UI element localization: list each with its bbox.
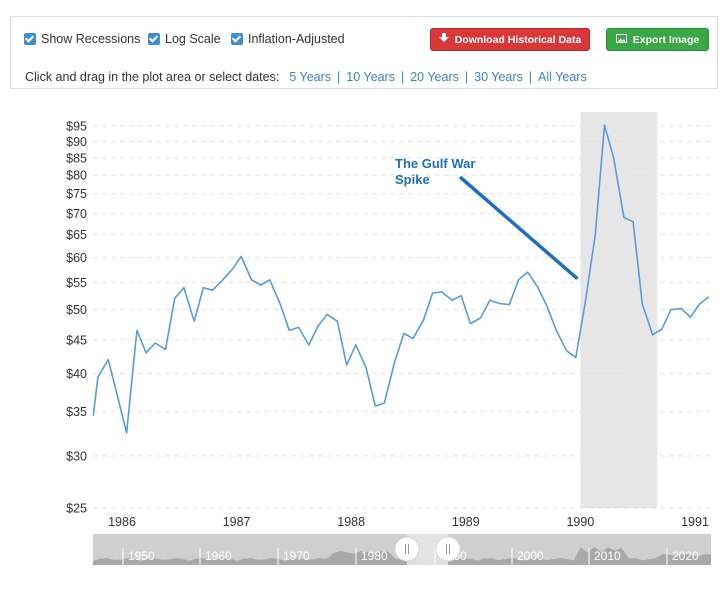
x-tick-label: 1986 — [108, 515, 136, 529]
download-historical-data-button[interactable]: Download Historical Data — [430, 28, 590, 51]
navigator-label: 1960 — [205, 549, 232, 563]
price-series-line — [92, 124, 710, 434]
navigator-left-handle[interactable] — [394, 536, 420, 562]
y-tick-label: $25 — [66, 502, 87, 516]
navigator-right-handle[interactable] — [435, 536, 461, 562]
navigator-label: 1980 — [361, 549, 388, 563]
range-navigator[interactable]: 19501960197019801990200020102020 — [93, 534, 711, 565]
y-tick-label: $80 — [66, 169, 87, 183]
navigator-label: 2010 — [594, 549, 621, 563]
navigator-label: 1950 — [128, 549, 155, 563]
navigator-area — [93, 547, 711, 565]
x-tick-label: 1989 — [452, 515, 480, 529]
y-tick-label: $70 — [66, 207, 87, 221]
export-image-button[interactable]: Export Image — [606, 28, 709, 51]
navigator-label: 2000 — [517, 549, 544, 563]
price-line-layer — [92, 124, 710, 434]
zoom-30-years-link[interactable]: 30 Years — [474, 70, 523, 84]
x-tick-label: 1987 — [223, 515, 251, 529]
export-button-label: Export Image — [632, 33, 700, 46]
annotation-text: Spike — [395, 172, 430, 187]
checkbox-checked-icon — [231, 33, 243, 45]
zoom-selector: Click and drag in the plot area or selec… — [25, 70, 587, 84]
show-recessions-label: Show Recessions — [41, 32, 141, 46]
inflation-adjusted-checkbox[interactable]: Inflation-Adjusted — [231, 32, 345, 46]
download-button-label: Download Historical Data — [454, 33, 582, 46]
zoom-20-years-link[interactable]: 20 Years — [410, 70, 459, 84]
zoom-5-years-link[interactable]: 5 Years — [289, 70, 332, 84]
navigator-label: 2020 — [672, 549, 699, 563]
y-tick-label: $35 — [66, 405, 87, 419]
y-tick-label: $45 — [66, 333, 87, 347]
annotation-text: The Gulf War — [395, 156, 475, 171]
zoom-prompt: Click and drag in the plot area or selec… — [25, 70, 280, 84]
annotation-arrow-line — [458, 175, 579, 281]
y-tick-label: $30 — [66, 449, 87, 463]
checkbox-checked-icon — [24, 33, 36, 45]
navigator-label: 1970 — [283, 549, 310, 563]
x-tick-label: 1988 — [337, 515, 365, 529]
show-recessions-checkbox[interactable]: Show Recessions — [24, 32, 140, 46]
log-scale-label: Log Scale — [165, 32, 221, 46]
y-axis-labels: $25 $30 $35 $40 $45 $50 $55 $60 $65 $70 $75 $80 $85 $… — [66, 120, 87, 516]
y-tick-label: $90 — [66, 135, 87, 149]
gridlines — [93, 125, 710, 509]
y-tick-label: $40 — [66, 367, 87, 381]
download-icon — [438, 33, 449, 46]
y-tick-label: $55 — [66, 276, 87, 290]
chart-toolbar: Show Recessions Log Scale Inflation-Adju… — [10, 16, 718, 89]
y-tick-label: $95 — [66, 120, 87, 134]
y-tick-label: $75 — [66, 187, 87, 201]
checkbox-checked-icon — [148, 33, 160, 45]
y-tick-label: $50 — [66, 303, 87, 317]
log-scale-checkbox[interactable]: Log Scale — [148, 32, 221, 46]
x-tick-label: 1990 — [566, 515, 594, 529]
zoom-10-years-link[interactable]: 10 Years — [346, 70, 395, 84]
inflation-adjusted-label: Inflation-Adjusted — [248, 32, 345, 46]
x-axis-labels: 1986 1987 1988 1989 1990 1991 — [108, 515, 709, 529]
y-tick-label: $85 — [66, 151, 87, 165]
y-tick-label: $60 — [66, 251, 87, 265]
x-tick-label: 1991 — [681, 515, 709, 529]
y-tick-label: $65 — [66, 228, 87, 242]
zoom-all-years-link[interactable]: All Years — [538, 70, 587, 84]
image-icon — [615, 33, 627, 46]
